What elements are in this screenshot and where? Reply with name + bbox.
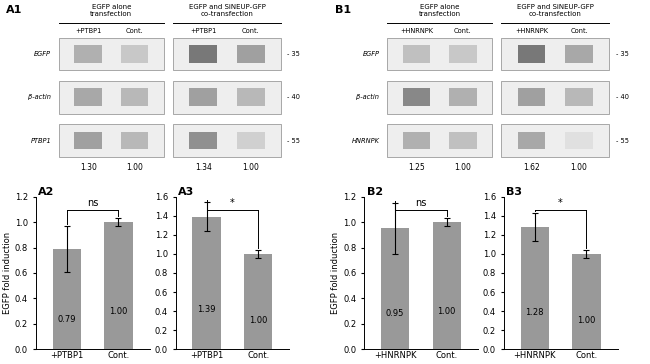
- Bar: [173, 124, 281, 157]
- Bar: [192, 217, 221, 349]
- Text: PTBP1: PTBP1: [31, 138, 51, 143]
- Bar: [237, 45, 265, 63]
- Text: 1.62: 1.62: [523, 163, 540, 172]
- Text: Cont.: Cont.: [242, 28, 260, 34]
- Bar: [244, 254, 272, 349]
- Bar: [58, 124, 164, 157]
- Bar: [402, 45, 430, 63]
- Bar: [517, 45, 545, 63]
- Bar: [566, 45, 593, 63]
- Bar: [189, 45, 217, 63]
- Text: - 55: - 55: [287, 138, 300, 143]
- Text: EGFP and SiNEUP-GFP
co-transfection: EGFP and SiNEUP-GFP co-transfection: [188, 4, 266, 17]
- Text: +HNRNPK: +HNRNPK: [515, 28, 548, 34]
- Text: 0.79: 0.79: [57, 315, 76, 324]
- Text: 1.30: 1.30: [80, 163, 97, 172]
- Bar: [237, 132, 265, 150]
- Bar: [448, 132, 476, 150]
- Text: Cont.: Cont.: [125, 28, 143, 34]
- Bar: [566, 88, 593, 106]
- Text: +PTBP1: +PTBP1: [190, 28, 216, 34]
- Text: 1.00: 1.00: [571, 163, 588, 172]
- Bar: [58, 38, 164, 70]
- Text: 0.95: 0.95: [386, 309, 404, 318]
- Y-axis label: EGFP fold induction: EGFP fold induction: [3, 232, 12, 314]
- Bar: [501, 38, 610, 70]
- Bar: [74, 45, 102, 63]
- Bar: [237, 88, 265, 106]
- Text: 1.00: 1.00: [249, 316, 267, 325]
- Bar: [120, 132, 148, 150]
- Bar: [120, 45, 148, 63]
- Bar: [173, 38, 281, 70]
- Text: 1.00: 1.00: [437, 307, 456, 316]
- Text: EGFP alone
transfection: EGFP alone transfection: [90, 4, 133, 17]
- Text: B3: B3: [506, 187, 523, 197]
- Text: Cont.: Cont.: [454, 28, 471, 34]
- Text: 1.00: 1.00: [577, 316, 595, 325]
- Bar: [104, 222, 133, 349]
- Bar: [74, 132, 102, 150]
- Text: - 35: - 35: [616, 51, 629, 57]
- Bar: [387, 81, 492, 114]
- Bar: [189, 132, 217, 150]
- Bar: [58, 81, 164, 114]
- Bar: [448, 45, 476, 63]
- Text: 1.34: 1.34: [195, 163, 212, 172]
- Text: *: *: [230, 198, 235, 208]
- Text: +PTBP1: +PTBP1: [75, 28, 101, 34]
- Text: HNRNPK: HNRNPK: [352, 138, 380, 143]
- Bar: [387, 38, 492, 70]
- Bar: [501, 81, 610, 114]
- Text: EGFP alone
transfection: EGFP alone transfection: [419, 4, 461, 17]
- Text: - 40: - 40: [287, 94, 300, 100]
- Bar: [173, 81, 281, 114]
- Bar: [517, 132, 545, 150]
- Bar: [189, 88, 217, 106]
- Text: β-actin: β-actin: [356, 94, 380, 100]
- Bar: [572, 254, 601, 349]
- Text: B1: B1: [335, 5, 351, 15]
- Bar: [566, 132, 593, 150]
- Text: 1.28: 1.28: [525, 308, 544, 317]
- Text: - 55: - 55: [616, 138, 629, 143]
- Text: A2: A2: [38, 187, 55, 197]
- Text: +HNRNPK: +HNRNPK: [400, 28, 433, 34]
- Bar: [381, 229, 410, 349]
- Text: EGFP: EGFP: [34, 51, 51, 57]
- Text: 1.00: 1.00: [109, 307, 127, 316]
- Text: 1.25: 1.25: [408, 163, 425, 172]
- Bar: [120, 88, 148, 106]
- Bar: [521, 227, 549, 349]
- Text: EGFP and SiNEUP-GFP
co-transfection: EGFP and SiNEUP-GFP co-transfection: [517, 4, 594, 17]
- Text: Cont.: Cont.: [570, 28, 588, 34]
- Text: - 35: - 35: [287, 51, 300, 57]
- Text: A1: A1: [6, 5, 23, 15]
- Bar: [402, 88, 430, 106]
- Text: ns: ns: [87, 198, 98, 208]
- Bar: [387, 124, 492, 157]
- Bar: [448, 88, 476, 106]
- Text: EGFP: EGFP: [362, 51, 380, 57]
- Bar: [74, 88, 102, 106]
- Text: B2: B2: [367, 187, 383, 197]
- Text: A3: A3: [178, 187, 194, 197]
- Bar: [517, 88, 545, 106]
- Text: 1.00: 1.00: [454, 163, 471, 172]
- Bar: [402, 132, 430, 150]
- Text: ns: ns: [415, 198, 426, 208]
- Bar: [501, 124, 610, 157]
- Text: 1.39: 1.39: [197, 305, 216, 314]
- Text: - 40: - 40: [616, 94, 629, 100]
- Text: 1.00: 1.00: [126, 163, 143, 172]
- Text: β-actin: β-actin: [28, 94, 51, 100]
- Text: *: *: [558, 198, 563, 208]
- Bar: [53, 249, 81, 349]
- Bar: [432, 222, 461, 349]
- Y-axis label: EGFP fold induction: EGFP fold induction: [332, 232, 341, 314]
- Text: 1.00: 1.00: [242, 163, 259, 172]
